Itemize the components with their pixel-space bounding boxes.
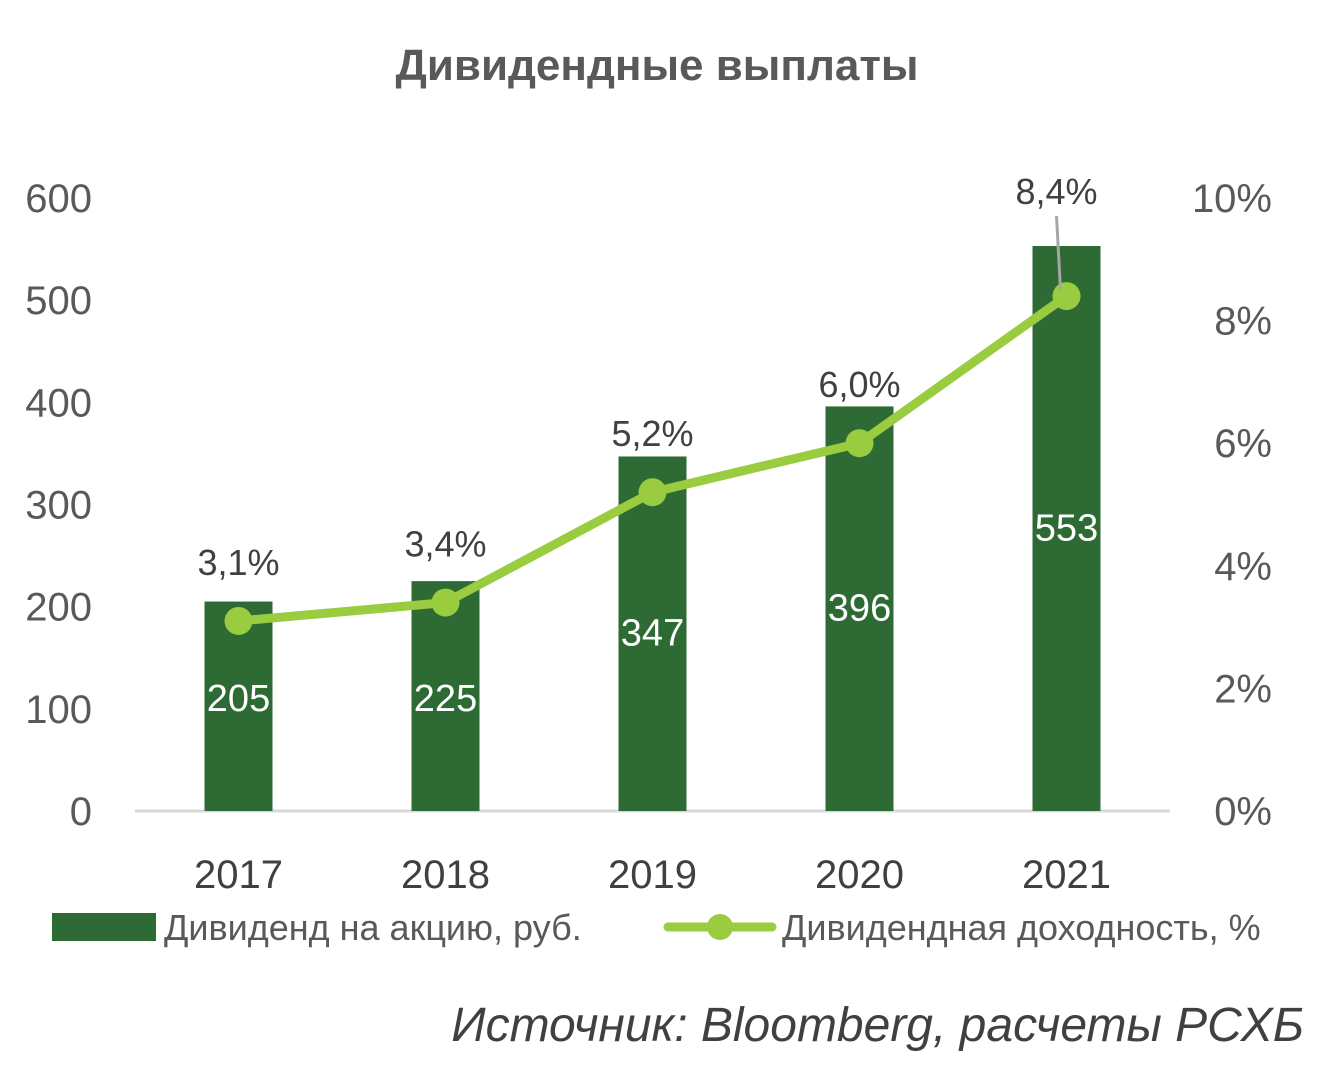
bar-value-label: 347 <box>621 613 684 655</box>
line-point <box>431 588 460 617</box>
y-left-tick-label: 500 <box>25 279 92 323</box>
y-left-tick-label: 100 <box>25 688 92 732</box>
bar-value-label: 396 <box>828 588 891 630</box>
bar-value-label: 553 <box>1035 508 1098 550</box>
y-left-tick-label: 400 <box>25 381 92 425</box>
bar-value-labels: 205 225 347 396 553 <box>207 508 1098 720</box>
y-left-tick-label: 200 <box>25 586 92 630</box>
line-point <box>224 606 253 635</box>
y-right-tick-label: 8% <box>1214 300 1272 344</box>
bar-value-label: 205 <box>207 678 270 720</box>
y-right-tick-label: 4% <box>1214 545 1272 589</box>
chart-title: Дивидендные выплаты <box>396 41 919 90</box>
line-value-label: 3,1% <box>197 542 279 583</box>
line-value-label: 6,0% <box>818 364 900 405</box>
bar <box>618 456 687 811</box>
x-tick-label: 2018 <box>401 853 490 897</box>
y-left-tick-label: 300 <box>25 484 92 528</box>
bar <box>411 581 480 811</box>
legend-line-label: Дивидендная доходность, % <box>782 907 1261 948</box>
legend-bar-label: Дивиденд на акцию, руб. <box>164 907 582 948</box>
y-axis-right: 0% 2% 4% 6% 8% 10% <box>1192 177 1272 834</box>
y-axis-left: 0 100 200 300 400 500 600 <box>25 177 92 834</box>
x-tick-label: 2019 <box>608 853 697 897</box>
bar <box>1032 246 1101 812</box>
legend-bar-swatch <box>52 913 156 941</box>
y-right-tick-label: 10% <box>1192 177 1272 221</box>
x-axis-ticks: 2017 2018 2019 2020 2021 <box>194 853 1111 897</box>
line-value-label: 8,4% <box>1015 171 1097 212</box>
bar-series <box>204 246 1101 812</box>
source-note: Источник: Bloomberg, расчеты РСХБ <box>451 999 1304 1052</box>
line-point <box>845 429 874 458</box>
line-value-label: 5,2% <box>611 413 693 454</box>
line-label-leader <box>1055 215 1062 291</box>
y-left-tick-label: 0 <box>70 790 92 834</box>
x-tick-label: 2017 <box>194 853 283 897</box>
line-point <box>638 478 667 507</box>
bar <box>825 406 894 811</box>
line-value-labels: 3,1% 3,4% 5,2% 6,0% 8,4% <box>197 171 1097 583</box>
x-tick-label: 2020 <box>815 853 904 897</box>
line-point <box>1052 282 1081 311</box>
legend-line-marker <box>707 914 733 940</box>
legend: Дивиденд на акцию, руб. Дивидендная дохо… <box>52 907 1261 948</box>
y-right-tick-label: 2% <box>1214 667 1272 711</box>
bar-value-label: 225 <box>414 678 477 720</box>
x-tick-label: 2021 <box>1022 853 1111 897</box>
bar <box>204 601 273 811</box>
y-left-tick-label: 600 <box>25 177 92 221</box>
y-right-tick-label: 0% <box>1214 790 1272 834</box>
line-value-label: 3,4% <box>404 524 486 565</box>
y-right-tick-label: 6% <box>1214 422 1272 466</box>
